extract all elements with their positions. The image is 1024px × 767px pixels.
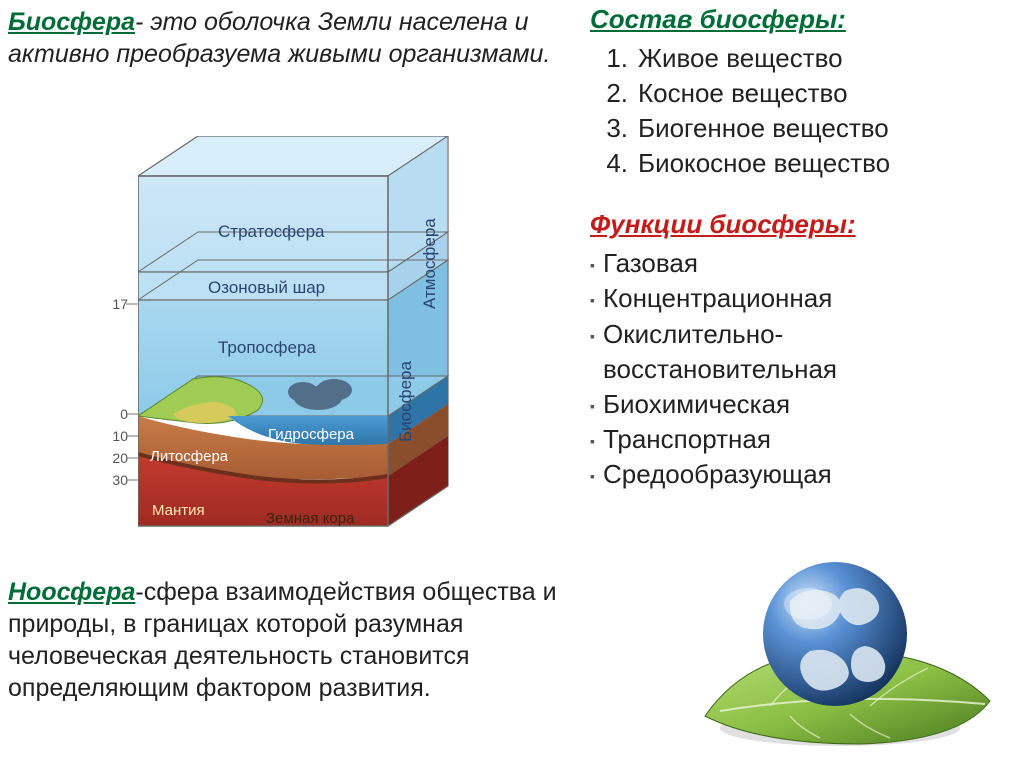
composition-list: 1.Живое вещество 2.Косное вещество 3.Био…: [590, 41, 1010, 181]
functions-list: ▪Газовая ▪Концентрационная ▪Окислительно…: [590, 246, 1010, 492]
comp-item-4: Биокосное вещество: [638, 146, 890, 181]
scale-17: 17: [100, 296, 128, 312]
scale-20: 20: [100, 450, 128, 466]
label-mantle: Мантия: [152, 502, 205, 519]
func-item-5: Транспортная: [603, 422, 771, 457]
noosphere-definition: Ноосфера-сфера взаимодействия общества и…: [8, 576, 568, 704]
comp-item-3: Биогенное вещество: [638, 111, 889, 146]
scale-10: 10: [100, 428, 128, 444]
earth-leaf-graphic: [690, 556, 1000, 756]
func-item-6: Средообразующая: [603, 457, 832, 492]
label-stratosphere: Стратосфера: [218, 222, 325, 242]
biosphere-diagram: Стратосфера Озоновый шар Тропосфера Гидр…: [100, 130, 510, 560]
comp-item-1: Живое вещество: [638, 41, 843, 76]
func-item-3: Окислительно-восстановительная: [603, 317, 1010, 387]
label-hydrosphere: Гидросфера: [268, 426, 354, 443]
func-item-4: Биохимическая: [603, 387, 790, 422]
term-biosphere: Биосфера: [8, 8, 135, 36]
label-troposphere: Тропосфера: [218, 338, 316, 358]
label-biosphere: Биосфера: [396, 332, 416, 442]
scale-ticks: [126, 130, 142, 530]
heading-composition: Состав биосферы:: [590, 4, 1010, 35]
label-ozone: Озоновый шар: [208, 278, 325, 298]
label-lithosphere: Литосфера: [150, 448, 228, 465]
label-atmosphere: Атмосфера: [420, 194, 440, 309]
biosphere-definition: Биосфера- это оболочка Земли населена и …: [8, 6, 568, 70]
func-item-1: Газовая: [603, 246, 698, 281]
label-crust: Земная кора: [266, 510, 354, 527]
scale-0: 0: [100, 406, 128, 422]
scale-30: 30: [100, 472, 128, 488]
heading-functions: Функции биосферы:: [590, 209, 1010, 240]
func-item-2: Концентрационная: [603, 281, 832, 316]
term-noosphere: Ноосфера: [8, 578, 135, 606]
comp-item-2: Косное вещество: [638, 76, 848, 111]
